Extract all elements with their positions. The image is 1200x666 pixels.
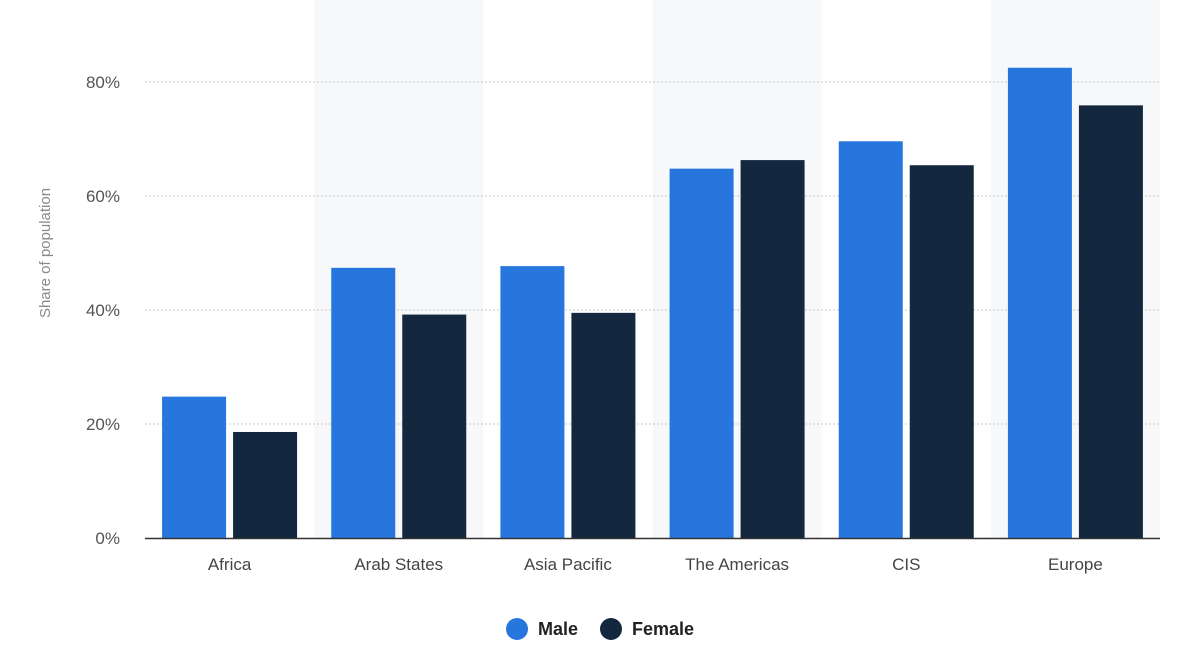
y-tick-label: 20%	[86, 415, 120, 434]
bar-female-cis	[909, 165, 974, 538]
bar-female-africa	[233, 431, 298, 538]
bar-female-the-americas	[740, 160, 805, 538]
y-tick-label: 80%	[86, 73, 120, 92]
y-tick-label: 0%	[95, 529, 120, 548]
bar-male-africa	[162, 396, 227, 538]
bar-chart: 0% 20% 40% 60% 80% Africa Arab States Asia Pac…	[37, 67, 1160, 574]
bars	[162, 67, 1143, 539]
legend: Male Female	[0, 618, 1200, 640]
bar-male-cis	[838, 141, 903, 538]
legend-label-female: Female	[631, 618, 695, 639]
y-axis-ticks: 0% 20% 40% 60% 80%	[86, 73, 120, 548]
legend-swatch-male	[505, 618, 528, 640]
legend-swatch-female	[599, 618, 622, 640]
bar-female-europe	[1078, 105, 1143, 539]
bar-female-asia-pacific	[571, 312, 636, 538]
x-category-label: The Americas	[685, 555, 789, 574]
y-tick-label: 40%	[86, 301, 120, 320]
bar-male-arab-states	[331, 267, 396, 538]
x-category-label: CIS	[892, 555, 920, 574]
bar-male-asia-pacific	[500, 266, 565, 538]
y-axis-title: Share of population	[37, 188, 54, 318]
x-category-label: Europe	[1048, 555, 1103, 574]
bar-female-arab-states	[402, 314, 467, 538]
bar-male-europe	[1007, 67, 1072, 538]
x-category-label: Asia Pacific	[524, 555, 612, 574]
x-category-label: Arab States	[354, 555, 443, 574]
y-tick-label: 60%	[86, 187, 120, 206]
gridlines	[145, 81, 1160, 425]
legend-label-male: Male	[537, 618, 578, 639]
legend-item-female[interactable]: Female	[599, 618, 695, 640]
bar-male-the-americas	[669, 168, 734, 538]
legend-item-male[interactable]: Male	[505, 618, 578, 640]
x-category-label: Africa	[208, 555, 252, 574]
x-axis-labels: Africa Arab States Asia Pacific The America…	[208, 555, 1103, 574]
